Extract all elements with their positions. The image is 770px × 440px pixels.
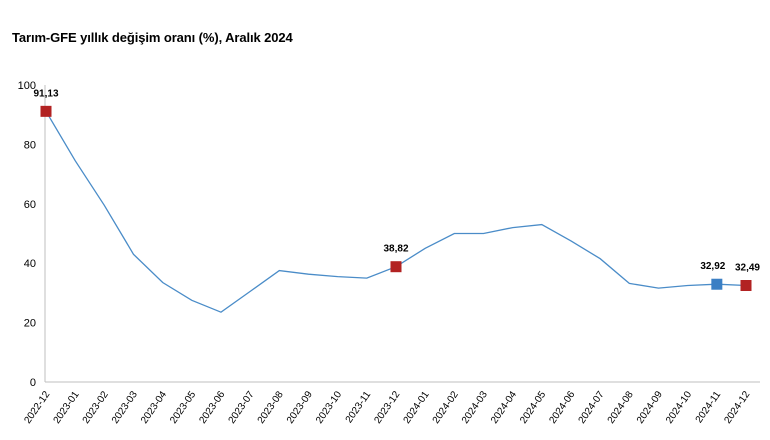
x-tick-labels: 2022-12 2023-01 2023-02 2023-03 2023-04 2023-… — [22, 389, 752, 426]
y-tick-label: 80 — [24, 139, 36, 151]
y-tick-labels: 0 20 40 60 80 100 — [18, 80, 36, 389]
data-label: 38,82 — [383, 244, 408, 255]
highlight-marker — [740, 280, 752, 292]
x-tick-label: 2023-08 — [256, 389, 286, 426]
x-tick-label: 2023-11 — [344, 389, 374, 425]
x-tick-label: 2024-12 — [722, 389, 752, 426]
x-tick-label: 2023-12 — [372, 389, 402, 426]
data-label: 32,49 — [735, 263, 760, 274]
y-tick-label: 20 — [24, 318, 36, 330]
data-label: 32,92 — [700, 261, 725, 272]
x-tick-label: 2023-05 — [168, 389, 198, 426]
highlight-marker — [40, 105, 52, 117]
data-label: 91,13 — [33, 88, 58, 99]
x-tick-label: 2023-07 — [227, 389, 257, 426]
x-tick-label: 2023-10 — [314, 389, 344, 426]
highlight-marker — [711, 278, 723, 290]
x-tick-label: 2023-09 — [285, 389, 315, 426]
y-tick-label: 100 — [18, 80, 36, 92]
x-tick-label: 2024-07 — [577, 389, 607, 426]
x-tick-label: 2024-01 — [402, 389, 432, 426]
y-tick-label: 60 — [24, 199, 36, 211]
x-tick-label: 2023-01 — [52, 389, 82, 426]
x-tick-label: 2022-12 — [22, 389, 52, 426]
x-tick-label: 2024-09 — [635, 389, 665, 426]
x-tick-label: 2024-06 — [547, 389, 577, 426]
x-tick-label: 2024-02 — [431, 389, 461, 426]
highlight-marker — [390, 261, 402, 273]
chart-title: Tarım-GFE yıllık değişim oranı (%), Aral… — [12, 30, 293, 45]
highlight-markers — [40, 105, 752, 292]
x-tick-label: 2024-05 — [518, 389, 548, 426]
x-tick-label: 2024-11 — [694, 389, 724, 425]
y-tick-label: 40 — [24, 258, 36, 270]
x-tick-label: 2024-10 — [664, 389, 694, 426]
series-line — [45, 110, 747, 313]
x-tick-label: 2024-04 — [489, 389, 519, 426]
x-tick-label: 2023-02 — [81, 389, 111, 426]
y-tick-label: 0 — [30, 377, 36, 389]
x-tick-label: 2023-06 — [197, 389, 227, 426]
data-labels: 91,13 38,82 32,92 32,49 — [33, 88, 760, 273]
x-tick-label: 2024-08 — [606, 389, 636, 426]
x-tick-label: 2023-04 — [139, 389, 169, 426]
x-tick-label: 2023-03 — [110, 389, 140, 426]
x-tick-label: 2024-03 — [460, 389, 490, 426]
